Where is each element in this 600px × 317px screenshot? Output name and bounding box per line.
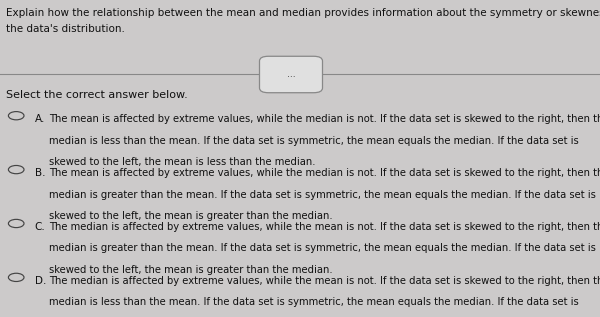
Text: ...: ... xyxy=(287,70,295,79)
Text: The median is affected by extreme values, while the mean is not. If the data set: The median is affected by extreme values… xyxy=(49,276,600,286)
Text: median is less than the mean. If the data set is symmetric, the mean equals the : median is less than the mean. If the dat… xyxy=(49,136,579,146)
Text: median is less than the mean. If the data set is symmetric, the mean equals the : median is less than the mean. If the dat… xyxy=(49,297,579,307)
Text: median is greater than the mean. If the data set is symmetric, the mean equals t: median is greater than the mean. If the … xyxy=(49,190,596,200)
Text: D.: D. xyxy=(35,276,46,286)
Text: The median is affected by extreme values, while the mean is not. If the data set: The median is affected by extreme values… xyxy=(49,222,600,232)
Text: skewed to the left, the mean is greater than the median.: skewed to the left, the mean is greater … xyxy=(49,265,333,275)
Circle shape xyxy=(8,165,24,174)
Text: B.: B. xyxy=(35,168,46,178)
Circle shape xyxy=(8,273,24,281)
Text: C.: C. xyxy=(35,222,46,232)
FancyBboxPatch shape xyxy=(260,56,323,93)
Text: Select the correct answer below.: Select the correct answer below. xyxy=(6,90,188,100)
Text: A.: A. xyxy=(35,114,45,124)
Text: The mean is affected by extreme values, while the median is not. If the data set: The mean is affected by extreme values, … xyxy=(49,168,600,178)
Circle shape xyxy=(8,219,24,228)
Text: skewed to the left, the mean is greater than the median.: skewed to the left, the mean is greater … xyxy=(49,211,333,221)
Text: Explain how the relationship between the mean and median provides information ab: Explain how the relationship between the… xyxy=(6,8,600,18)
Text: The mean is affected by extreme values, while the median is not. If the data set: The mean is affected by extreme values, … xyxy=(49,114,600,124)
Text: skewed to the left, the mean is less than the median.: skewed to the left, the mean is less tha… xyxy=(49,157,316,167)
Text: the data's distribution.: the data's distribution. xyxy=(6,24,125,34)
Circle shape xyxy=(8,112,24,120)
Text: median is greater than the mean. If the data set is symmetric, the mean equals t: median is greater than the mean. If the … xyxy=(49,243,596,254)
